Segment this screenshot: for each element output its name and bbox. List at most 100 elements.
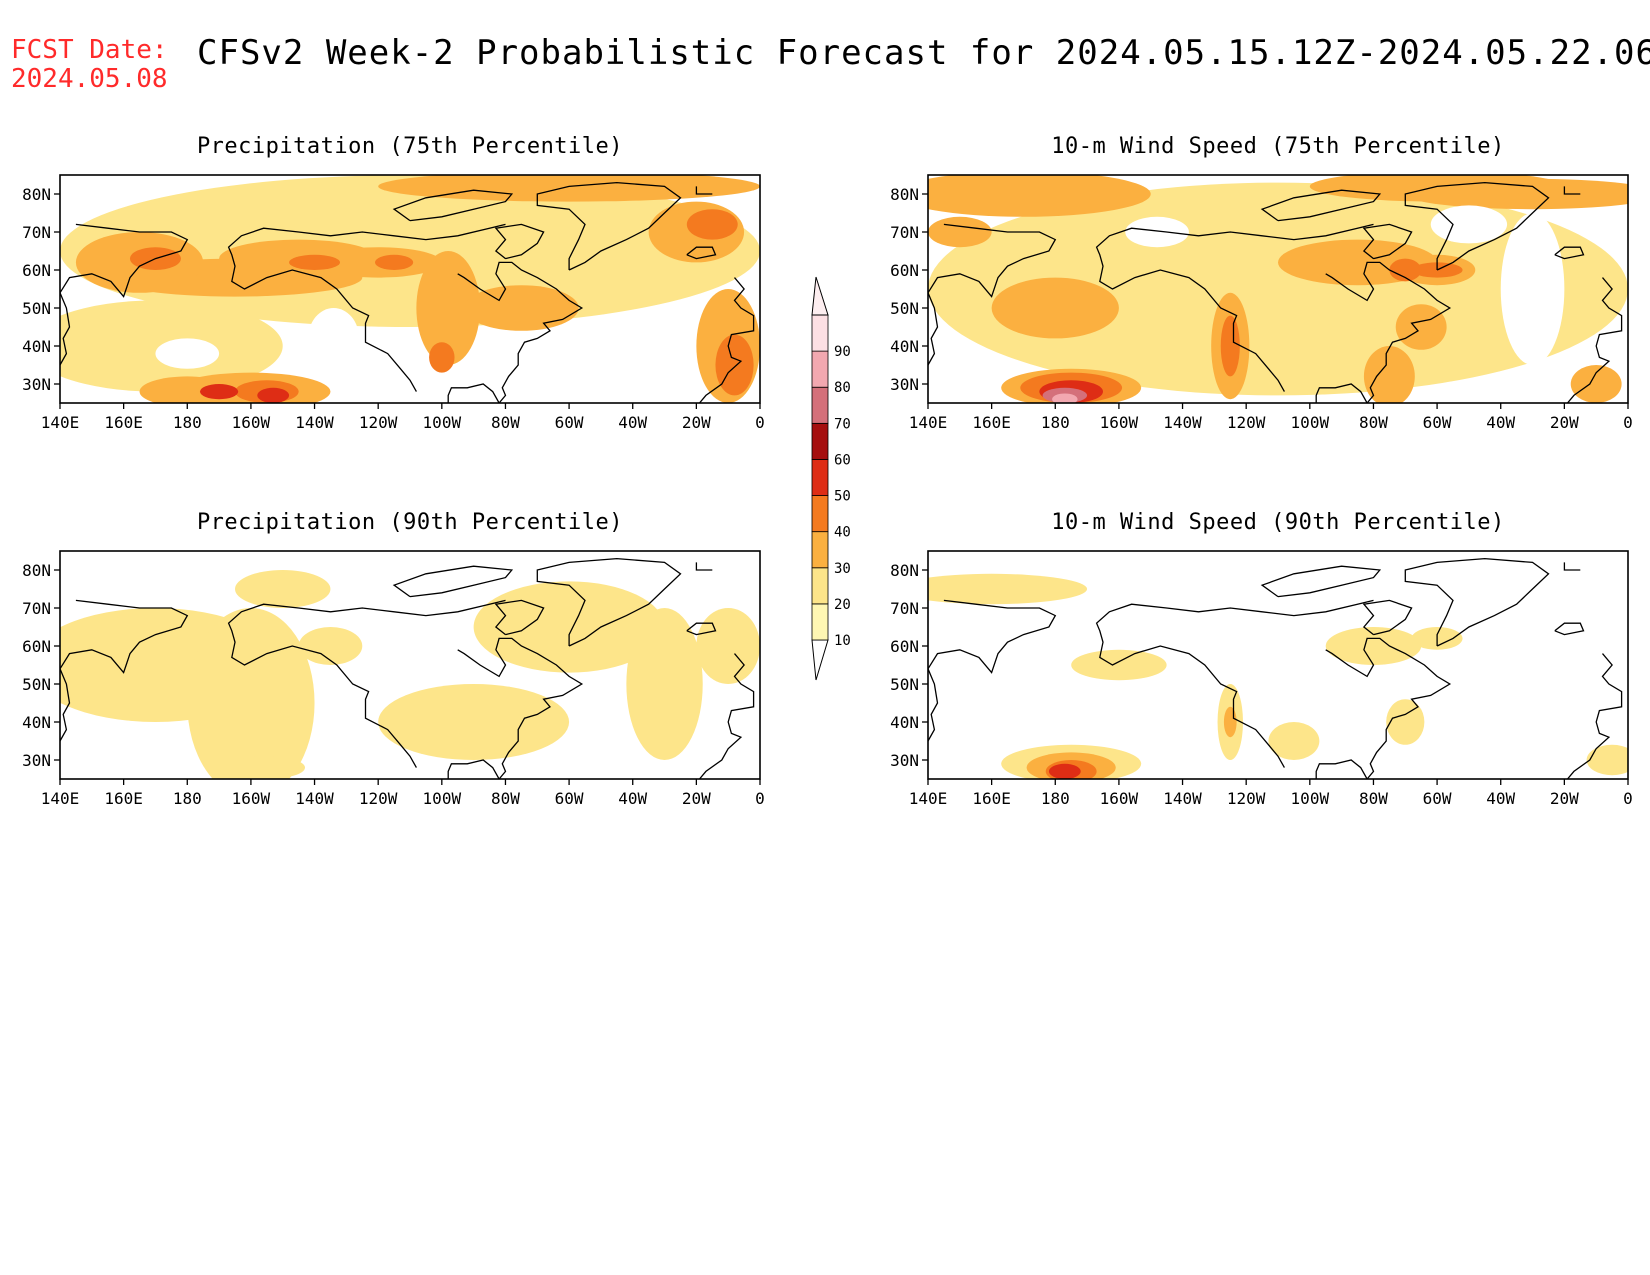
- colorbar-segment: [811, 495, 829, 533]
- probability-shading: [235, 570, 331, 608]
- lon-label: 160E: [972, 789, 1011, 808]
- lat-label: 70N: [22, 223, 51, 242]
- colorbar-segment: [811, 459, 829, 496]
- lon-label: 0: [755, 789, 765, 808]
- page-title: CFSv2 Week-2 Probabilistic Forecast for …: [197, 33, 1650, 73]
- probability-shading: [416, 251, 480, 365]
- colorbar-label: 50: [834, 489, 851, 505]
- probability-shading: [715, 334, 754, 396]
- map-panel-wind75: 10-m Wind Speed (75th Percentile) 80N 70N 6…: [890, 134, 1633, 432]
- lat-label: 70N: [890, 599, 919, 618]
- lon-label: 80W: [491, 413, 520, 432]
- coastline: [1362, 223, 1413, 260]
- lon-label: 100W: [423, 413, 462, 432]
- coastline: [1563, 562, 1581, 571]
- coastline: [227, 223, 506, 392]
- colorbar-label: 70: [834, 416, 851, 432]
- lon-label: 120W: [359, 413, 398, 432]
- probability-shading: [187, 608, 315, 779]
- lat-label: 50N: [890, 675, 919, 694]
- lon-label: 20W: [682, 413, 711, 432]
- coastline: [457, 261, 584, 403]
- map-panel-wind90: 10-m Wind Speed (90th Percentile) 80N 70N 6…: [890, 510, 1633, 808]
- map-frame: [927, 174, 1629, 404]
- panel-title: 10-m Wind Speed (90th Percentile): [1051, 510, 1505, 535]
- coastline: [1567, 653, 1623, 779]
- lat-label: 80N: [890, 185, 919, 204]
- probability-shading: [378, 175, 760, 202]
- forecast-date-value: 2024.05.08: [11, 64, 168, 94]
- probability-shading: [1220, 315, 1240, 377]
- coastline: [1095, 223, 1374, 392]
- coastline: [1554, 246, 1585, 260]
- lon-label: 0: [755, 413, 765, 432]
- colorbar-label: 30: [834, 561, 851, 577]
- coastline: [457, 637, 584, 779]
- probability-shading: [1395, 304, 1447, 350]
- probability-shading: [928, 175, 1151, 217]
- lon-label: 160E: [104, 789, 143, 808]
- lon-label: 80W: [1359, 789, 1388, 808]
- colorbar-segment: [811, 531, 829, 569]
- probability-shading: [1593, 327, 1628, 365]
- lon-label: 60W: [1423, 789, 1452, 808]
- probability-shading: [228, 756, 305, 779]
- lon-label: 140W: [1163, 789, 1202, 808]
- probability-shading: [686, 209, 738, 240]
- lon-label: 140E: [909, 413, 948, 432]
- probability-shading: [1405, 178, 1628, 210]
- lat-label: 30N: [890, 751, 919, 770]
- coastline: [699, 277, 755, 403]
- lat-label: 40N: [22, 713, 51, 732]
- probability-shading: [1268, 722, 1320, 760]
- lon-label: 120W: [1227, 413, 1266, 432]
- probability-shading: [626, 608, 703, 760]
- map-frame: [59, 174, 761, 404]
- lon-label: 40W: [618, 413, 647, 432]
- probability-shading: [1325, 627, 1422, 665]
- lon-label: 160E: [104, 413, 143, 432]
- lon-label: 180: [1041, 413, 1070, 432]
- coastline: [60, 599, 189, 742]
- lon-label: 0: [1623, 413, 1633, 432]
- probability-shading: [155, 338, 220, 369]
- lat-label: 80N: [22, 185, 51, 204]
- lat-label: 70N: [22, 599, 51, 618]
- colorbar-segment: [811, 603, 829, 641]
- probability-shading: [464, 285, 579, 331]
- probability-shading: [696, 608, 760, 684]
- lon-label: 40W: [618, 789, 647, 808]
- lon-label: 40W: [1486, 413, 1515, 432]
- lon-label: 40W: [1486, 789, 1515, 808]
- map-frame: [927, 550, 1629, 780]
- lat-label: 30N: [22, 751, 51, 770]
- lon-label: 140W: [295, 789, 334, 808]
- coastline: [928, 223, 1057, 366]
- coastline: [1325, 261, 1452, 403]
- panel-title: Precipitation (90th Percentile): [197, 510, 623, 535]
- probability-shading: [200, 384, 239, 400]
- map-area: [60, 175, 760, 403]
- coastline: [536, 557, 682, 647]
- lat-label: 40N: [890, 713, 919, 732]
- lat-label: 40N: [890, 337, 919, 356]
- colorbar-segment: [811, 422, 829, 460]
- coastline: [60, 223, 189, 366]
- lon-label: 160E: [972, 413, 1011, 432]
- coastline: [392, 189, 514, 222]
- lat-label: 50N: [890, 299, 919, 318]
- probability-shading: [257, 387, 290, 403]
- lat-label: 40N: [22, 337, 51, 356]
- lon-label: 20W: [1550, 413, 1579, 432]
- colorbar-upper-arrow: [811, 276, 829, 316]
- probability-shading: [1048, 763, 1081, 779]
- probability-shading: [1500, 213, 1565, 365]
- probability-shading: [308, 308, 360, 369]
- lon-label: 0: [1623, 789, 1633, 808]
- probability-shading: [1125, 216, 1189, 248]
- lon-label: 20W: [1550, 789, 1579, 808]
- lon-label: 100W: [1291, 789, 1330, 808]
- map-panel-precip90: Precipitation (90th Percentile) 80N 70N 60N…: [22, 510, 765, 808]
- lon-label: 140E: [41, 413, 80, 432]
